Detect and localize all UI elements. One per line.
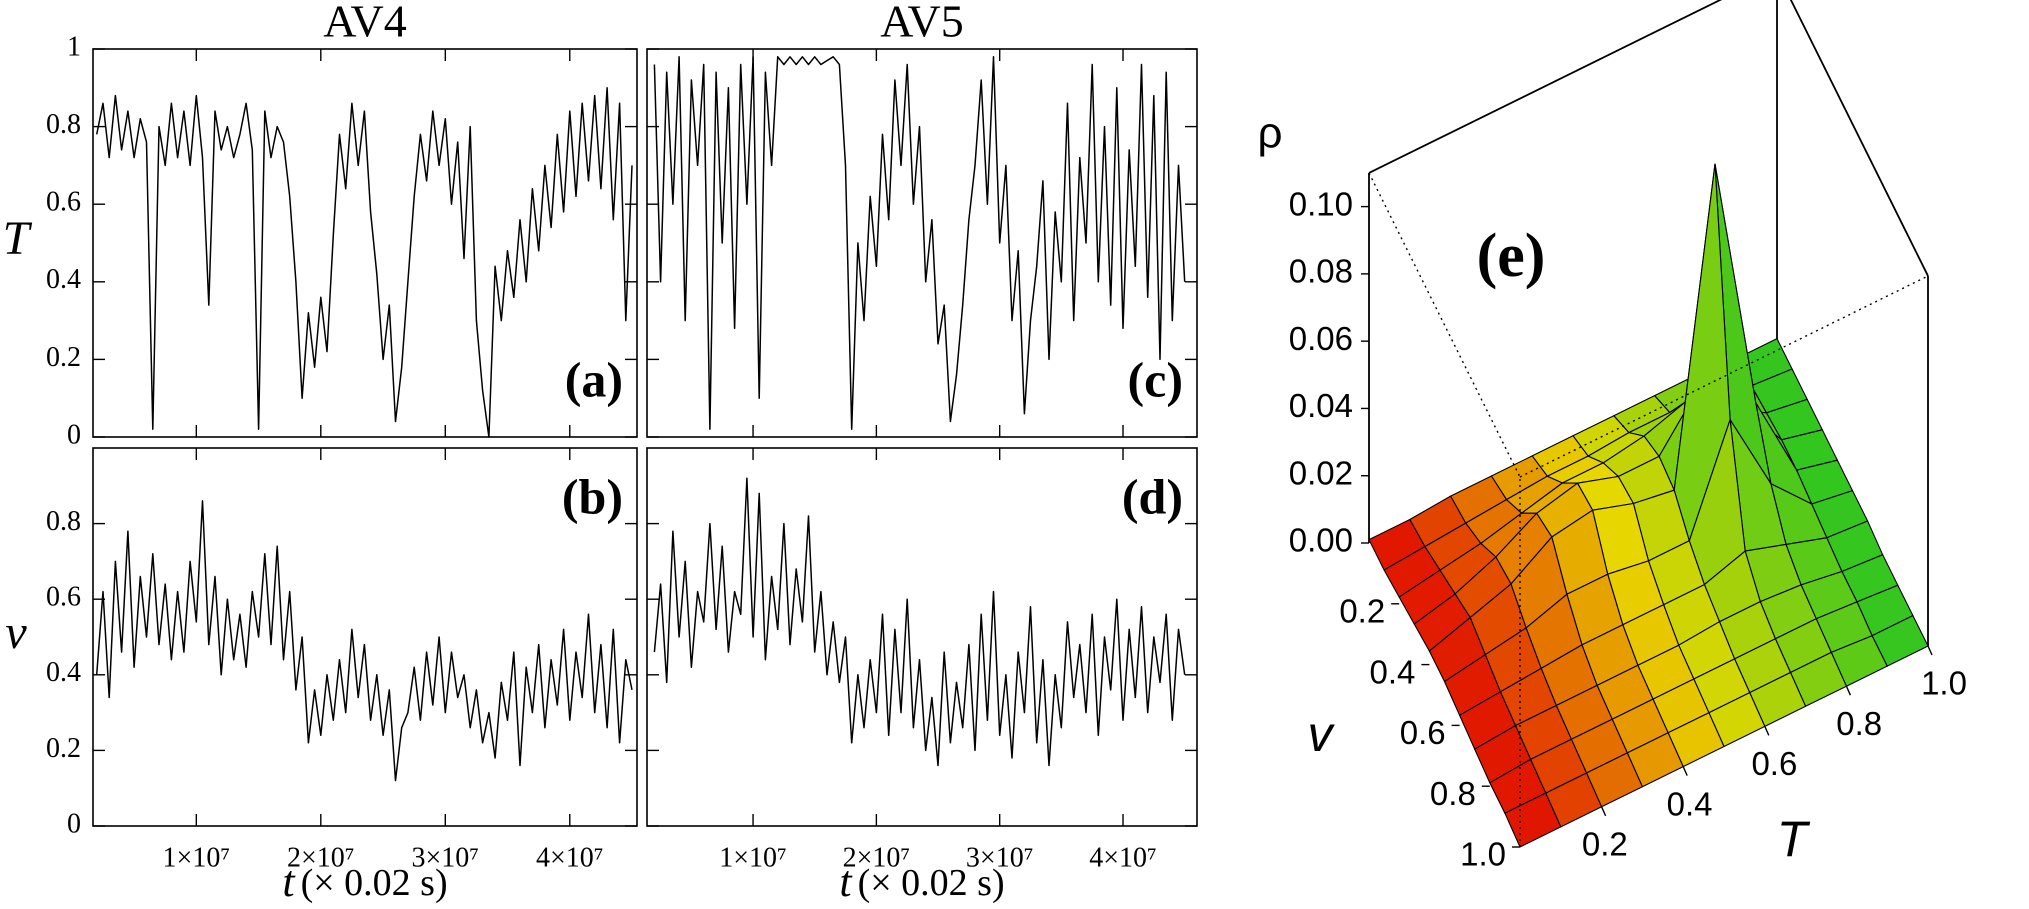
box-edge — [1519, 275, 1929, 478]
y-tick-label: 0.4 — [46, 264, 81, 295]
x-tick-label: 4×10⁷ — [536, 842, 604, 873]
x-tick-label: 1×10⁷ — [163, 842, 231, 873]
box-edge — [1368, 172, 1521, 478]
v-tick-label: 0.6 — [1400, 714, 1446, 751]
v-tick-label: 1.0 — [1460, 836, 1506, 873]
z-tick-label: 0.08 — [1289, 253, 1353, 290]
t-axis-label: T — [1777, 811, 1811, 867]
x-tick-label: 3×10⁷ — [966, 842, 1034, 873]
plot-frame — [92, 48, 638, 438]
data-line — [653, 477, 1186, 767]
y-tick-label: 0.2 — [46, 342, 81, 373]
t-tick — [1845, 685, 1852, 696]
x-tick-label: 1×10⁷ — [719, 842, 787, 873]
y-tick-label: 0.6 — [46, 187, 81, 218]
y-tick-label: 0.8 — [46, 109, 81, 140]
t-tick-label: 0.8 — [1836, 705, 1882, 742]
y-tick-label: 0.8 — [46, 506, 81, 537]
panel-label: (e) — [1477, 222, 1546, 290]
panel-title: AV5 — [880, 0, 964, 47]
t-tick — [1682, 766, 1688, 776]
x-axis-label: t (× 0.02 s) — [282, 857, 447, 906]
t-tick-label: 0.6 — [1751, 745, 1797, 782]
v-tick-label: 0.8 — [1430, 775, 1476, 812]
x-axis-variable: t — [839, 857, 853, 906]
data-line — [95, 87, 633, 438]
y-tick-label: 0.2 — [46, 733, 81, 764]
panel-label: (a) — [565, 351, 623, 407]
t-tick — [1764, 726, 1770, 736]
t-tick-label: 0.4 — [1667, 785, 1713, 822]
x-axis-unit: (× 0.02 s) — [301, 862, 448, 904]
box-edge — [1789, 0, 1929, 277]
plot-frame — [92, 447, 638, 827]
y-tick-label: 0.4 — [46, 657, 81, 688]
x-axis-unit: (× 0.02 s) — [858, 862, 1005, 904]
y-axis-label: v — [5, 606, 27, 659]
v-tick-label: 0.4 — [1370, 653, 1416, 690]
t-tick-label: 0.2 — [1582, 826, 1628, 863]
x-tick-label: 4×10⁷ — [1089, 842, 1157, 873]
x-tick-label: 3×10⁷ — [412, 842, 480, 873]
surface-cell — [1504, 792, 1562, 848]
data-line — [653, 56, 1186, 430]
z-tick-label: 0.06 — [1289, 320, 1353, 357]
z-tick-label: 0.02 — [1289, 454, 1353, 491]
v-tick-label: 0.2 — [1339, 593, 1385, 630]
panel-title: AV4 — [323, 0, 407, 47]
z-tick-label: 0.04 — [1289, 387, 1353, 424]
data-line — [95, 500, 633, 782]
x-tick-label: 2×10⁷ — [843, 842, 911, 873]
plot-frame — [646, 447, 1198, 827]
t-tick — [1927, 645, 1933, 656]
plot-frame — [646, 48, 1198, 438]
y-tick-label: 0 — [67, 419, 81, 450]
y-tick-label: 0.6 — [46, 582, 81, 613]
t-tick — [1600, 806, 1607, 817]
x-tick-label: 2×10⁷ — [287, 842, 355, 873]
box-edge — [1368, 0, 1723, 174]
z-tick-label: 0.00 — [1289, 522, 1353, 559]
t-tick-label: 1.0 — [1921, 665, 1967, 702]
x-axis-variable: t — [282, 857, 296, 906]
v-axis-label: v — [1308, 706, 1336, 762]
z-axis-label: ρ — [1257, 109, 1282, 158]
panel-label: (c) — [1128, 351, 1184, 407]
y-tick-label: 1 — [67, 31, 81, 62]
panel-label: (d) — [1122, 468, 1183, 524]
x-axis-label: t (× 0.02 s) — [839, 857, 1004, 906]
panel-label: (b) — [562, 468, 623, 524]
y-tick-label: 0 — [67, 808, 81, 839]
y-axis-label: T — [3, 212, 33, 265]
z-tick-label: 0.10 — [1289, 185, 1353, 222]
